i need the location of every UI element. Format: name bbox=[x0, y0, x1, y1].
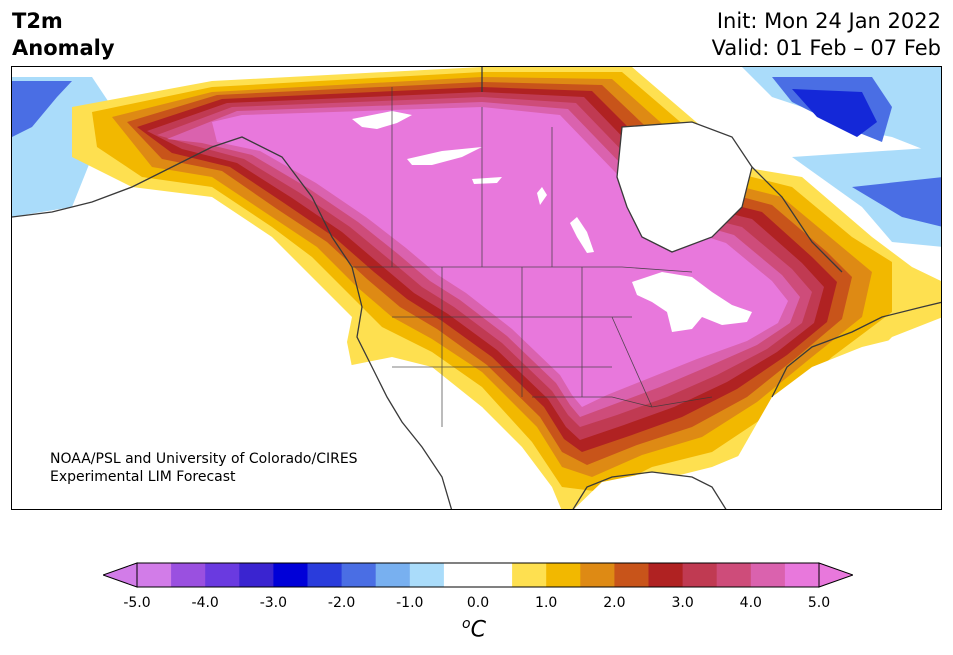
colorbar-tick-label: 4.0 bbox=[739, 595, 762, 611]
lake-winnipeg bbox=[570, 217, 594, 253]
colorbar-bin bbox=[682, 563, 718, 587]
labrador-cold-anomaly bbox=[792, 147, 941, 247]
credit-line-2: Experimental LIM Forecast bbox=[50, 469, 236, 485]
atlantic-ocean bbox=[712, 327, 941, 509]
map-title: T2m Anomaly bbox=[12, 8, 115, 62]
colorbar-bin bbox=[239, 563, 274, 587]
anomaly-map: NOAA/PSL and University of Colorado/CIRE… bbox=[11, 66, 942, 510]
colorbar-tick-label: -2.0 bbox=[327, 595, 356, 611]
colorbar-tick-label: -3.0 bbox=[259, 595, 288, 611]
colorbar-tick-label: 1.0 bbox=[535, 595, 558, 611]
colorbar-bin bbox=[478, 563, 513, 587]
colorbar-tick-label: -5.0 bbox=[123, 595, 151, 611]
colorbar-bin bbox=[205, 563, 240, 587]
colorbar-bin bbox=[512, 563, 547, 587]
colorbar-tick-label: 3.0 bbox=[671, 595, 694, 611]
lake-athabasca bbox=[472, 177, 502, 184]
title-line-2: Anomaly bbox=[12, 36, 115, 60]
great-slave-lake bbox=[407, 147, 482, 165]
hudson-bay bbox=[617, 122, 752, 252]
map-canvas: NOAA/PSL and University of Colorado/CIRE… bbox=[12, 67, 941, 509]
colorbar-bin bbox=[546, 563, 581, 587]
greenland-coldest bbox=[792, 89, 877, 137]
colorbar-bin bbox=[716, 563, 752, 587]
colorbar-bin bbox=[648, 563, 684, 587]
colorbar-tick-label: 2.0 bbox=[603, 595, 626, 611]
pacific-ocean bbox=[12, 207, 452, 509]
unit-celsius: C bbox=[470, 617, 486, 643]
great-bear-lake bbox=[352, 111, 412, 129]
colorbar-bin bbox=[580, 563, 615, 587]
init-date: Init: Mon 24 Jan 2022 bbox=[716, 9, 941, 33]
colorbar-outline bbox=[136, 562, 820, 588]
great-lakes bbox=[632, 272, 752, 332]
colorbar-bin bbox=[443, 563, 479, 587]
colorbar-tick-label: 0.0 bbox=[466, 595, 490, 611]
colorbar-bin bbox=[784, 563, 820, 587]
coastlines bbox=[12, 67, 941, 509]
colorbar-bin bbox=[273, 563, 308, 587]
credit-line-1: NOAA/PSL and University of Colorado/CIRE… bbox=[50, 451, 358, 467]
mexico-land bbox=[412, 397, 562, 509]
colorbar-bin bbox=[341, 563, 377, 587]
colorbar-min-arrow bbox=[101, 562, 138, 588]
colorbar-tick-labels: -5.0 -4.0 -3.0 -2.0 -1.0 0.0 1.0 2.0 3.0 4.0 5.0 bbox=[0, 595, 953, 615]
colorbar-bin bbox=[614, 563, 649, 587]
colorbar-scale bbox=[101, 562, 855, 588]
colorbar-bin bbox=[375, 563, 411, 587]
colorbar-bin bbox=[137, 563, 172, 587]
colorbar-unit: oC bbox=[462, 616, 486, 642]
colorbar bbox=[101, 562, 855, 592]
unit-degree-mark: o bbox=[462, 616, 471, 632]
gulf-of-mexico bbox=[574, 472, 712, 509]
colorbar-tick-label: 5.0 bbox=[807, 595, 831, 611]
colorbar-bin bbox=[171, 563, 206, 587]
colorbar-bin bbox=[307, 563, 343, 587]
forecast-dates: Init: Mon 24 Jan 2022 Valid: 01 Feb – 07… bbox=[712, 8, 941, 62]
map-credit: NOAA/PSL and University of Colorado/CIRE… bbox=[50, 451, 358, 485]
labrador-cold-core bbox=[852, 177, 941, 227]
colorbar-bin bbox=[409, 563, 445, 587]
colorbar-bin bbox=[750, 563, 786, 587]
alaska-cold-core bbox=[12, 81, 72, 137]
colorbar-tick-label: -4.0 bbox=[191, 595, 219, 611]
title-line-1: T2m bbox=[12, 9, 63, 33]
colorbar-max-arrow bbox=[818, 562, 855, 588]
reindeer-lake bbox=[537, 187, 547, 205]
valid-date: Valid: 01 Feb – 07 Feb bbox=[711, 36, 941, 60]
colorbar-tick-label: -1.0 bbox=[396, 595, 424, 611]
max-anomaly-region bbox=[212, 107, 788, 407]
state-province-borders bbox=[352, 87, 713, 427]
